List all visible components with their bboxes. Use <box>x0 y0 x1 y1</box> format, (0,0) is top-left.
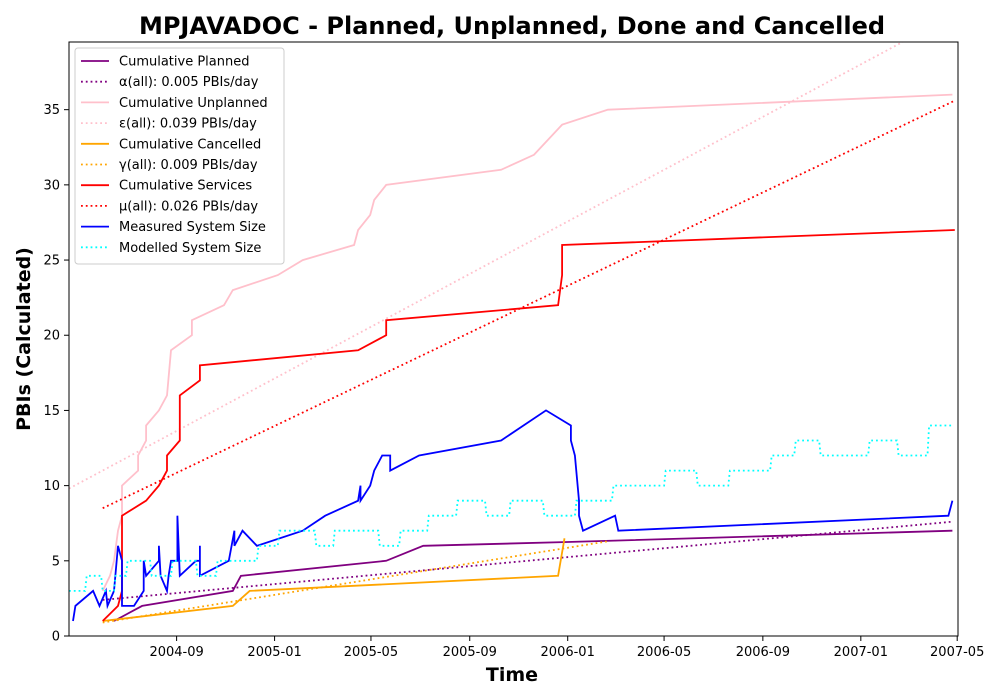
legend-box <box>74 47 285 265</box>
x-tick-label: 2005-09 <box>443 645 497 660</box>
series-line-7 <box>102 229 955 622</box>
y-tick-label: 30 <box>43 178 60 193</box>
y-tick-label: 25 <box>43 254 60 269</box>
y-tick-label: 10 <box>43 479 60 494</box>
series-line-1 <box>113 529 953 622</box>
series-line-6 <box>102 540 609 624</box>
series-layer <box>69 42 956 624</box>
series-line-5 <box>102 538 566 622</box>
series-line-3 <box>101 93 953 592</box>
legend-label: α(all): 0.005 PBIs/day <box>119 75 259 90</box>
y-axis-title: PBIs (Calculated) <box>13 247 35 431</box>
ticks-layer: 2004-09 2005-01 2005-05 2005-09 2006-01 2006-… <box>43 103 984 660</box>
x-axis-title: Time <box>486 664 538 686</box>
x-tick-label: 2006-01 <box>541 645 595 660</box>
series-line-9 <box>72 409 954 622</box>
x-tick-label: 2005-01 <box>247 645 301 660</box>
y-tick-label: 20 <box>43 329 60 344</box>
legend-label: Measured System Size <box>119 220 266 235</box>
series-line-2 <box>102 520 953 601</box>
y-tick-label: 35 <box>43 103 60 118</box>
y-tick-label: 5 <box>52 554 60 569</box>
legend-label: Cumulative Services <box>119 179 252 194</box>
x-tick-label: 2004-09 <box>149 645 203 660</box>
y-tick-label: 15 <box>43 404 60 419</box>
x-tick-label: 2007-01 <box>834 645 888 660</box>
x-tick-label: 2007-05 <box>930 645 984 660</box>
legend-label: γ(all): 0.009 PBIs/day <box>119 158 258 173</box>
x-tick-label: 2006-09 <box>736 645 790 660</box>
chart-title: MPJAVADOC - Planned, Unplanned, Done and… <box>139 12 885 40</box>
legend: Cumulative Planned α(all): 0.005 PBIs/day… <box>74 47 285 265</box>
legend-label: Cumulative Unplanned <box>119 96 268 111</box>
legend-label: Cumulative Cancelled <box>119 137 261 152</box>
series-line-10 <box>69 424 953 592</box>
legend-label: Cumulative Planned <box>119 55 249 70</box>
x-tick-label: 2006-05 <box>637 645 691 660</box>
legend-label: μ(all): 0.026 PBIs/day <box>119 199 258 214</box>
y-tick-label: 0 <box>52 630 60 645</box>
legend-label: ε(all): 0.039 PBIs/day <box>119 117 257 132</box>
plot-frame <box>68 41 959 637</box>
x-tick-label: 2005-05 <box>344 645 398 660</box>
series-line-4 <box>69 42 904 490</box>
legend-label: Modelled System Size <box>119 241 261 256</box>
